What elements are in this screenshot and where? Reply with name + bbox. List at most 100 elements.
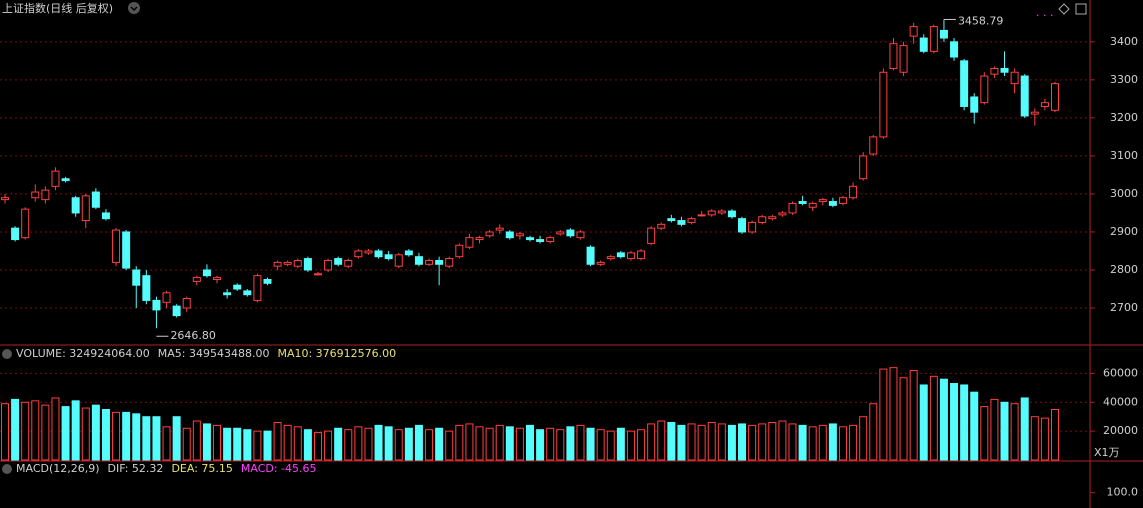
candle-body (626, 252, 635, 260)
legend-text: MA5: 349543488.00 (158, 347, 270, 360)
menu-icon[interactable] (2, 349, 12, 359)
candle-body (526, 237, 534, 241)
volume-bar (384, 426, 393, 461)
candle-body (182, 298, 191, 309)
candle-body (657, 223, 666, 229)
volume-bar (697, 424, 706, 461)
candle-body (677, 220, 686, 225)
candle-body (414, 256, 423, 265)
candle-body (31, 191, 40, 199)
volume-bar (324, 430, 333, 461)
volume-bar (354, 426, 363, 461)
candle-body (344, 259, 353, 267)
candle-body (1010, 71, 1019, 85)
volume-bar (798, 424, 807, 461)
window-icon[interactable] (1075, 3, 1087, 15)
candle-body (667, 218, 676, 222)
candle-body (485, 231, 494, 237)
volume-bar (475, 426, 484, 461)
volume-bar (576, 424, 585, 461)
candle-body (1030, 111, 1039, 115)
volume-bar (596, 429, 605, 461)
volume-bar (313, 432, 322, 461)
candle-body (899, 45, 908, 73)
volume-bar (738, 423, 747, 461)
y-tick-label: 100.0 (1107, 486, 1139, 499)
candle-body (566, 229, 575, 237)
volume-bar (334, 427, 343, 461)
candle-body (970, 96, 979, 113)
volume-bar (21, 401, 30, 461)
volume-bar (51, 397, 60, 461)
candle-body (1000, 67, 1009, 73)
volume-bar (919, 384, 928, 461)
candle-body (505, 231, 514, 239)
candle-body (990, 67, 999, 75)
volume-bar (293, 426, 302, 461)
volume-bar (172, 416, 181, 461)
volume-bar (566, 426, 575, 461)
volume-bar (425, 429, 434, 461)
menu-icon[interactable] (128, 2, 140, 14)
candle-body (515, 233, 524, 237)
candle-body (273, 261, 282, 267)
volume-bar (990, 398, 999, 461)
diamond-icon[interactable] (1058, 3, 1070, 15)
volume-bar (465, 423, 474, 461)
candle-body (707, 210, 716, 216)
candle-body (738, 218, 747, 233)
candle-body (253, 275, 262, 301)
candle-body (374, 250, 383, 258)
volume-bar (526, 424, 534, 461)
volume-bar (41, 404, 50, 461)
candle-body (21, 208, 30, 239)
candle-body (536, 239, 545, 242)
volume-bar (162, 426, 171, 461)
volume-bar (394, 429, 403, 461)
candle-body (101, 212, 110, 220)
volume-bar (1040, 417, 1049, 461)
annotation: 3458.79 (958, 14, 1004, 27)
volume-bar (414, 424, 423, 461)
candle-body (465, 237, 474, 248)
volume-bar (626, 430, 635, 461)
volume-bar (303, 429, 312, 461)
candle-body (748, 221, 757, 233)
y-tick-label: 2900 (1110, 225, 1138, 238)
candle-body (828, 201, 837, 206)
candle-body (889, 43, 898, 69)
candle-body (909, 26, 918, 37)
volume-bar (758, 423, 767, 461)
candle-body (495, 227, 504, 231)
candle-body (283, 261, 292, 265)
y-tick-label: 3400 (1110, 35, 1138, 48)
candle-body (11, 227, 20, 241)
volume-bar (748, 424, 757, 461)
volume-bar (31, 400, 40, 461)
volume-bar (132, 413, 141, 461)
candle-body (980, 75, 989, 104)
dots-icon[interactable]: · · · (1036, 9, 1053, 22)
volume-bar (283, 424, 292, 461)
candle-body (879, 71, 888, 138)
candle-body (354, 250, 363, 258)
candle-body (112, 229, 121, 263)
volume-bar (91, 404, 100, 461)
candle-body (788, 202, 797, 214)
candle-body (364, 250, 373, 254)
candle-body (859, 155, 868, 180)
legend-text: DEA: 75.15 (171, 462, 232, 475)
candle-body (616, 252, 625, 258)
candle-body (152, 299, 161, 311)
y-tick-label: 3300 (1110, 73, 1138, 86)
candle-body (172, 305, 181, 317)
volume-bar (657, 420, 666, 461)
candle-body (384, 254, 393, 260)
legend-text: DIF: 52.32 (108, 462, 164, 475)
menu-icon[interactable] (2, 464, 12, 474)
candle-body (142, 275, 151, 301)
candle-body (798, 201, 807, 204)
volume-bar (879, 368, 888, 461)
volume-bar (970, 391, 979, 461)
volume-bar (505, 426, 514, 461)
